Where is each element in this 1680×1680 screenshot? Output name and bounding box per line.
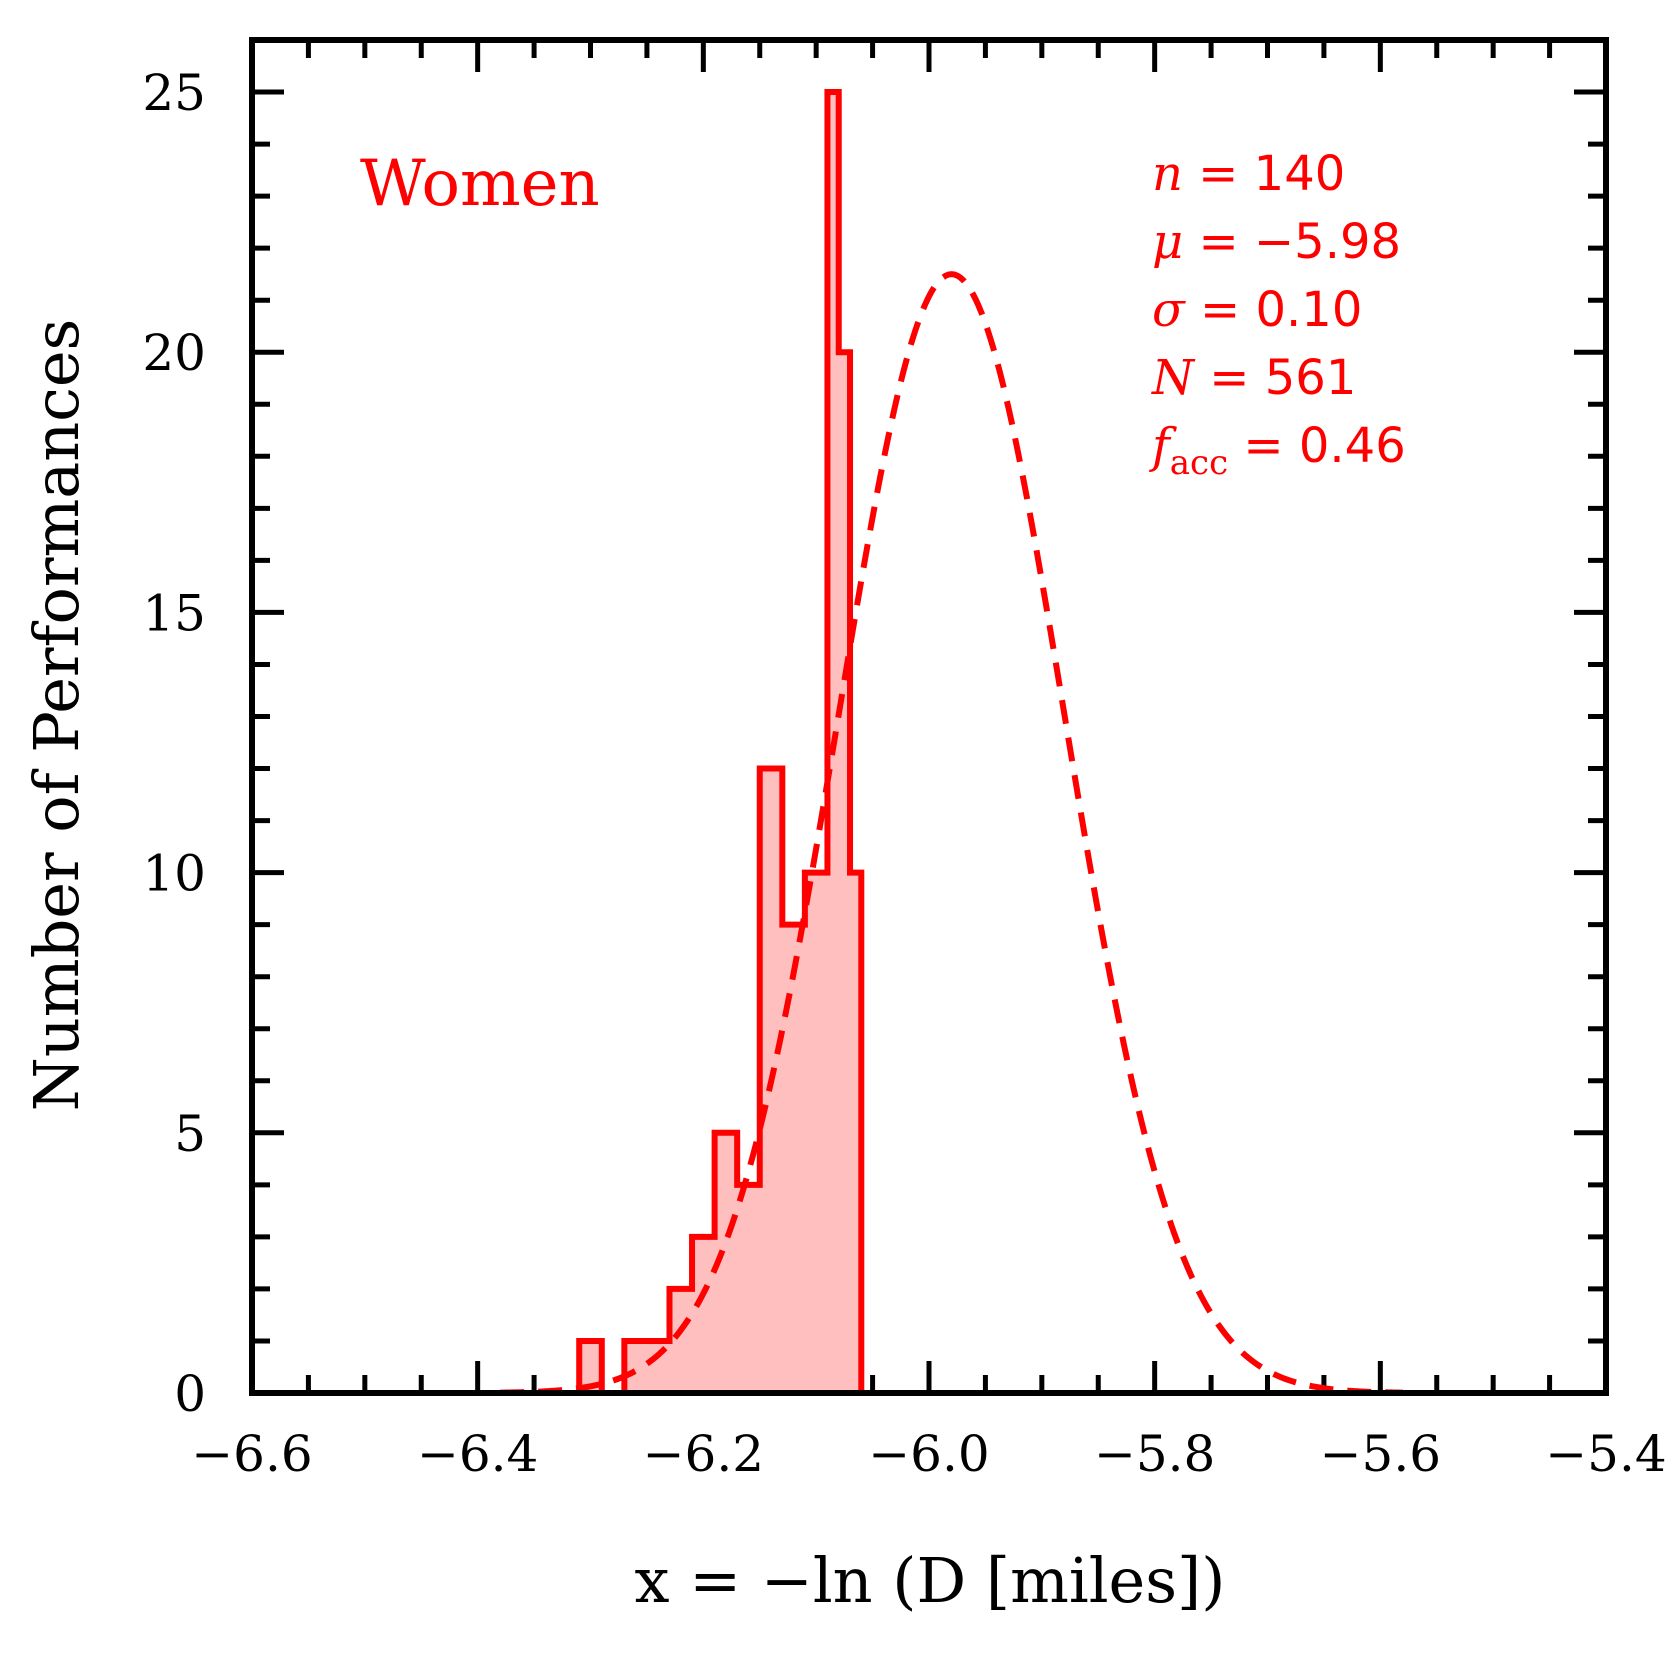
y-tick-label: 15	[142, 584, 206, 642]
stat-facc: facc = 0.46	[1149, 418, 1406, 483]
x-tick-label: −6.4	[417, 1425, 538, 1483]
histogram-fill	[579, 92, 862, 1394]
y-tick-label: 20	[142, 324, 206, 382]
stat-N: N = 561	[1151, 350, 1356, 406]
stat-n: n = 140	[1152, 146, 1345, 202]
fit-statistics: n = 140 μ = −5.98 σ = 0.10 N = 561 facc …	[1149, 146, 1406, 483]
x-axis-title: x = −ln (D [miles])	[635, 1544, 1226, 1617]
stat-sigma-symbol: σ	[1152, 282, 1186, 338]
y-tick-label: 10	[142, 845, 206, 903]
x-tick-label: −5.4	[1545, 1425, 1666, 1483]
gaussian-fit-curve	[500, 271, 1403, 1396]
x-tick-labels: −6.6 −6.4 −6.2 −6.0 −5.8 −5.6 −5.4	[191, 1425, 1666, 1483]
stat-N-symbol: N	[1151, 350, 1196, 406]
y-tick-label: 25	[142, 64, 206, 122]
y-tick-labels: 0 5 10 15 20 25	[142, 64, 206, 1423]
series-label: Women	[360, 147, 600, 221]
stat-mu: μ = −5.98	[1152, 214, 1401, 270]
stat-facc-value: 0.46	[1299, 418, 1406, 474]
x-tick-label: −6.2	[643, 1425, 764, 1483]
stat-mu-symbol: μ	[1152, 214, 1183, 270]
stat-N-value: 561	[1265, 350, 1357, 406]
stat-facc-subscript: acc	[1170, 443, 1228, 483]
stat-n-value: 140	[1254, 146, 1346, 202]
stat-n-symbol: n	[1152, 146, 1183, 202]
x-tick-label: −6.6	[191, 1425, 312, 1483]
histogram-outline	[576, 89, 865, 1396]
stat-sigma-value: 0.10	[1256, 282, 1363, 338]
y-tick-label: 0	[174, 1365, 206, 1423]
x-tick-label: −6.0	[868, 1425, 989, 1483]
x-tick-label: −5.6	[1320, 1425, 1441, 1483]
stat-sigma: σ = 0.10	[1152, 282, 1362, 338]
x-tick-label: −5.8	[1094, 1425, 1215, 1483]
plot-frame	[249, 37, 1609, 1396]
stat-mu-value: −5.98	[1254, 214, 1401, 270]
y-tick-label: 5	[174, 1105, 206, 1163]
y-axis-title: Number of Performances	[20, 319, 93, 1112]
axis-ticks	[249, 37, 1609, 1396]
